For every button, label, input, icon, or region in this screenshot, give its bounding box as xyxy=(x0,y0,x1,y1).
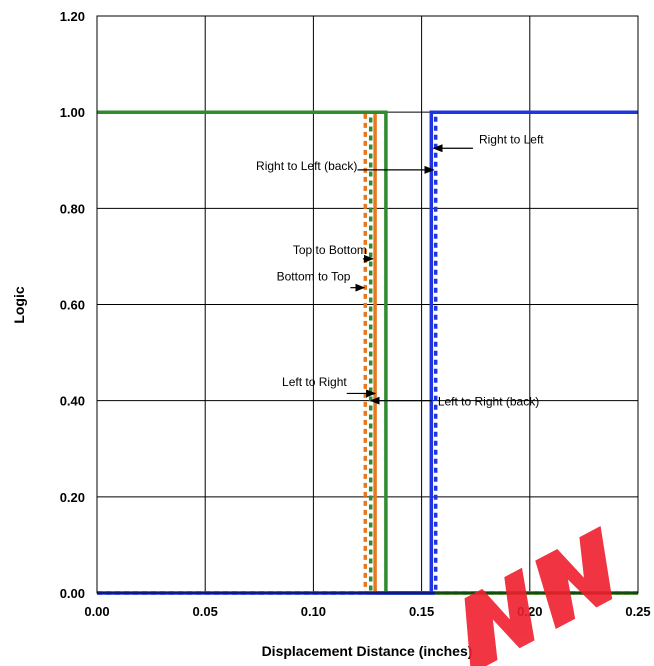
y-tick-label: 0.60 xyxy=(60,298,85,313)
x-tick-label: 0.10 xyxy=(301,604,326,619)
annotation-label: Bottom to Top xyxy=(277,269,351,283)
annotations: Right to Left Right to Left (back) Top to … xyxy=(256,132,544,408)
y-tick-label: 1.20 xyxy=(60,9,85,24)
y-tick-label: 0.20 xyxy=(60,490,85,505)
x-axis-title: Displacement Distance (inches) xyxy=(262,643,473,659)
series-line-6 xyxy=(97,110,638,595)
y-tick-label: 0.00 xyxy=(60,586,85,601)
annotation-label: Left to Right (back) xyxy=(438,394,539,408)
annotation-label: Right to Left xyxy=(479,132,544,146)
y-axis-title: Logic xyxy=(11,286,27,324)
y-tick-label: 0.40 xyxy=(60,394,85,409)
y-tick-label: 0.80 xyxy=(60,201,85,216)
x-tick-label: 0.00 xyxy=(84,604,109,619)
annotation-label: Left to Right xyxy=(282,375,347,389)
annotation-label: Top to Bottom xyxy=(293,243,367,257)
watermark-logo xyxy=(464,525,613,666)
plot-border xyxy=(96,15,639,594)
x-tick-label: 0.25 xyxy=(625,604,650,619)
y-tick-label: 1.00 xyxy=(60,105,85,120)
y-tick-labels: 0.00 0.20 0.40 0.60 0.80 1.00 1.20 xyxy=(60,9,85,601)
x-tick-label: 0.15 xyxy=(409,604,434,619)
annotation-label: Right to Left (back) xyxy=(256,159,357,173)
x-tick-label: 0.05 xyxy=(193,604,218,619)
